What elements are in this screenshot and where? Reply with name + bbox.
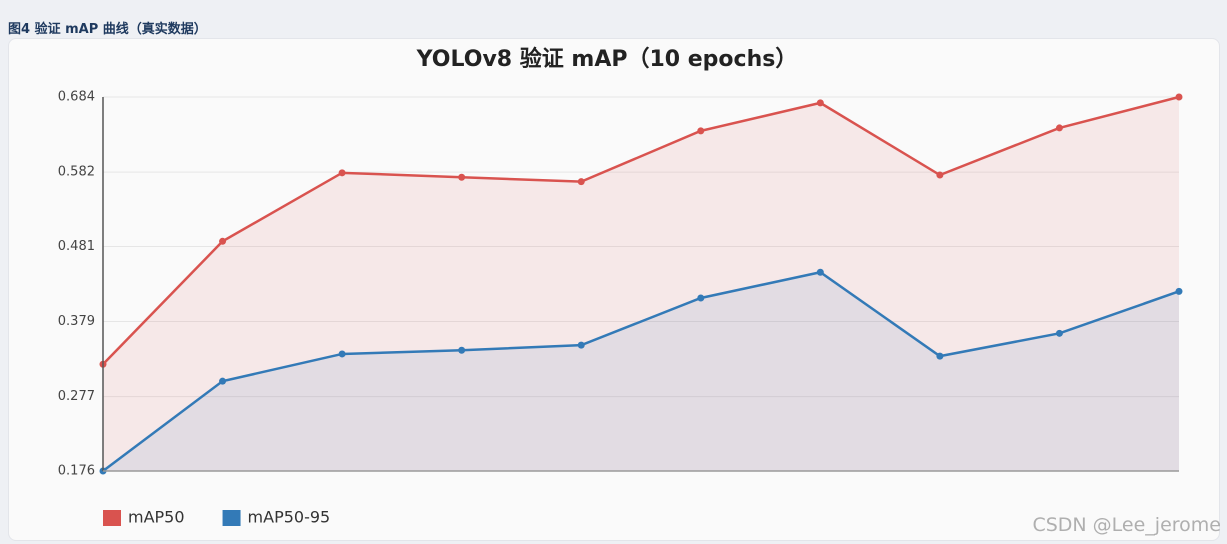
line [102, 270, 1180, 472]
y-tick-label: 0.582 [58, 165, 95, 180]
point [936, 352, 944, 360]
y-tick-label: 0.684 [58, 90, 95, 105]
point [1175, 287, 1183, 295]
legend-swatch [222, 510, 241, 526]
legend-label: mAP50 [128, 508, 185, 527]
point [219, 377, 227, 385]
point [577, 178, 585, 186]
point [458, 173, 466, 181]
point [1055, 329, 1063, 337]
point [458, 346, 466, 354]
y-tick-label: 0.481 [58, 239, 95, 254]
point [1175, 93, 1183, 101]
chart-card [8, 38, 1220, 541]
area [103, 97, 1179, 471]
point [697, 294, 705, 302]
point [816, 268, 824, 276]
y-tick-label: 0.277 [58, 389, 95, 404]
area [103, 272, 1179, 471]
chart-title: YOLOv8 验证 mAP（10 epochs） [416, 46, 798, 72]
point [1055, 124, 1063, 132]
y-tick-label: 0.379 [58, 314, 95, 329]
caption: 图4 验证 mAP 曲线（真实数据） [8, 22, 207, 37]
legend-label: mAP50-95 [248, 508, 331, 527]
watermark: CSDN @Lee_jerome [1032, 514, 1221, 536]
line [102, 95, 1180, 366]
point [816, 99, 824, 107]
point [338, 169, 346, 177]
point [577, 341, 585, 349]
point [219, 237, 227, 245]
legend-swatch [103, 510, 121, 526]
point [936, 171, 944, 179]
y-tick-label: 0.176 [58, 464, 95, 479]
point [697, 127, 705, 135]
point [338, 350, 346, 358]
